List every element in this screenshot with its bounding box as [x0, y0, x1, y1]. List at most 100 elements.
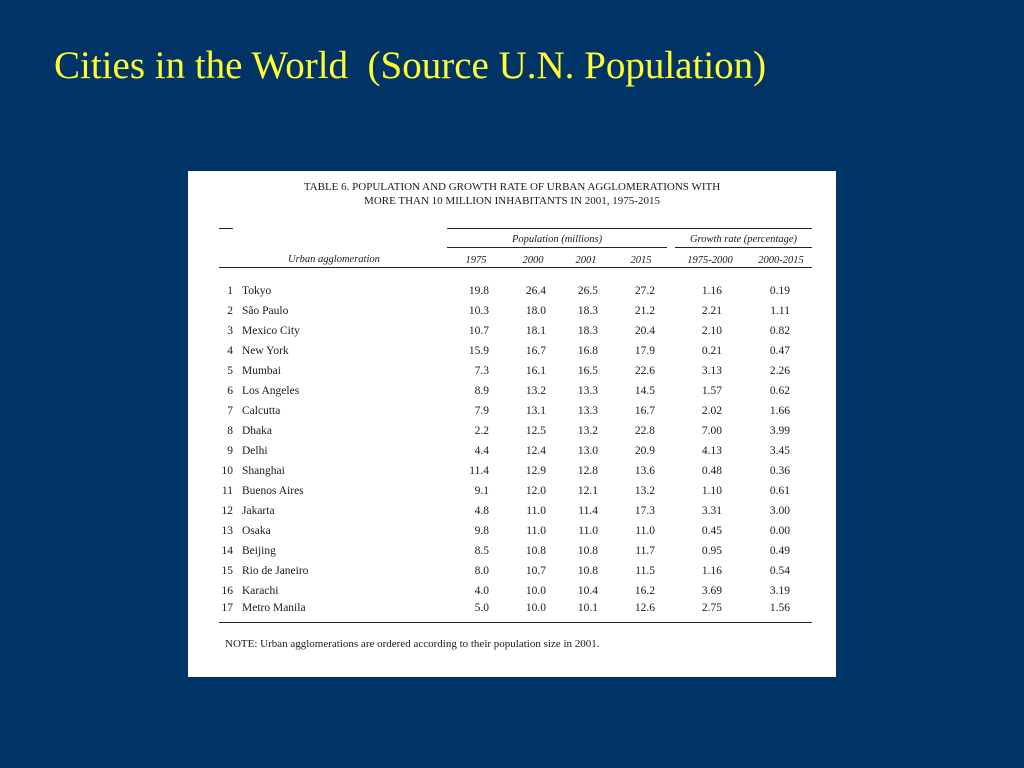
- growth-1975-2000-cell: 2.10: [701, 325, 722, 337]
- growth-2000-2015-cell: 1.56: [769, 602, 790, 614]
- growth-1975-2000-cell: 1.16: [701, 285, 722, 297]
- bottom-rule: [219, 622, 812, 623]
- growth-2000-2015-cell: 2.26: [769, 365, 790, 377]
- pop-1975-cell: 10.7: [468, 325, 489, 337]
- rank-cell: 7: [227, 405, 233, 417]
- city-cell: Mexico City: [242, 325, 300, 337]
- caption-line-1: TABLE 6. POPULATION AND GROWTH RATE OF U…: [303, 181, 721, 193]
- rank-cell: 4: [227, 345, 233, 357]
- city-cell: Osaka: [242, 525, 271, 537]
- pop-2001-cell: 16.8: [577, 345, 598, 357]
- pop-2000-cell: 13.1: [525, 405, 546, 417]
- growth-2000-2015-cell: 0.49: [769, 545, 790, 557]
- pop-1975-cell: 4.4: [474, 445, 489, 457]
- pop-1975-cell: 4.0: [474, 585, 489, 597]
- col-header-1975: 1975: [465, 255, 487, 266]
- rank-cell: 2: [227, 305, 233, 317]
- rank-cell: 17: [221, 602, 234, 614]
- growth-1975-2000-cell: 1.10: [701, 485, 722, 497]
- pop-2015-cell: 21.2: [634, 305, 655, 317]
- rank-cell: 15: [221, 565, 234, 577]
- rank-cell: 3: [227, 325, 233, 337]
- city-cell: Tokyo: [242, 285, 272, 297]
- growth-2000-2015-cell: 0.36: [769, 465, 790, 477]
- pop-1975-cell: 7.3: [474, 365, 489, 377]
- pop-2015-cell: 12.6: [634, 602, 655, 614]
- col-header-growth-1975-2000: 1975-2000: [687, 255, 733, 266]
- pop-2015-cell: 22.6: [634, 365, 655, 377]
- city-cell: Delhi: [242, 445, 268, 457]
- pop-2015-cell: 16.2: [634, 585, 655, 597]
- pop-2015-cell: 13.2: [634, 485, 655, 497]
- rank-cell: 16: [221, 585, 234, 597]
- pop-2001-cell: 11.4: [578, 505, 598, 517]
- city-cell: Metro Manila: [242, 602, 306, 614]
- header-rule: [219, 267, 812, 268]
- growth-2000-2015-cell: 3.99: [769, 425, 790, 437]
- growth-1975-2000-cell: 2.02: [701, 405, 722, 417]
- pop-2001-cell: 10.8: [577, 565, 598, 577]
- growth-1975-2000-cell: 3.31: [701, 505, 722, 517]
- pop-2000-cell: 11.0: [526, 525, 546, 537]
- pop-2015-cell: 27.2: [634, 285, 655, 297]
- pop-1975-cell: 8.0: [474, 565, 489, 577]
- pop-1975-cell: 19.8: [468, 285, 489, 297]
- rank-cell: 13: [221, 525, 234, 537]
- top-left-dash: [219, 228, 233, 229]
- rank-cell: 8: [227, 425, 233, 437]
- city-cell: Dhaka: [242, 425, 273, 437]
- growth-1975-2000-cell: 7.00: [701, 425, 722, 437]
- pop-2000-cell: 12.0: [525, 485, 546, 497]
- city-cell: Jakarta: [242, 505, 275, 517]
- pop-1975-cell: 9.1: [474, 485, 489, 497]
- pop-2001-cell: 10.8: [577, 545, 598, 557]
- col-header-growth-2000-2015: 2000-2015: [758, 255, 804, 266]
- city-cell: Calcutta: [242, 405, 281, 417]
- pop-2000-cell: 16.7: [525, 345, 546, 357]
- table-caption: TABLE 6. POPULATION AND GROWTH RATE OF U…: [188, 180, 836, 208]
- pop-2000-cell: 10.8: [525, 545, 546, 557]
- pop-2015-cell: 11.5: [635, 565, 655, 577]
- pop-2001-cell: 13.0: [577, 445, 598, 457]
- growth-group-rule: [675, 247, 812, 248]
- pop-1975-cell: 8.5: [474, 545, 489, 557]
- pop-2015-cell: 17.3: [634, 505, 655, 517]
- growth-1975-2000-cell: 4.13: [701, 445, 722, 457]
- growth-group-header: Growth rate (percentage): [689, 234, 798, 245]
- pop-2001-cell: 13.2: [577, 425, 598, 437]
- pop-2001-cell: 12.1: [577, 485, 598, 497]
- pop-2001-cell: 10.4: [577, 585, 598, 597]
- city-cell: Beijing: [242, 545, 276, 557]
- growth-2000-2015-cell: 3.45: [769, 445, 790, 457]
- pop-2000-cell: 10.0: [525, 602, 546, 614]
- pop-1975-cell: 2.2: [474, 425, 489, 437]
- city-cell: Rio de Janeiro: [242, 565, 309, 577]
- table-note: NOTE: Urban agglomerations are ordered a…: [225, 638, 600, 650]
- rank-cell: 11: [221, 485, 233, 497]
- city-cell: Los Angeles: [242, 385, 300, 397]
- pop-2015-cell: 13.6: [634, 465, 655, 477]
- col-header-2000: 2000: [522, 255, 544, 266]
- growth-2000-2015-cell: 0.82: [769, 325, 790, 337]
- growth-1975-2000-cell: 3.13: [701, 365, 722, 377]
- rank-cell: 1: [227, 285, 233, 297]
- city-cell: New York: [242, 345, 289, 357]
- rank-cell: 12: [221, 505, 234, 517]
- top-rule: [447, 228, 812, 229]
- growth-2000-2015-cell: 0.62: [769, 385, 790, 397]
- pop-1975-cell: 4.8: [474, 505, 489, 517]
- rank-cell: 6: [227, 385, 233, 397]
- growth-1975-2000-cell: 1.16: [701, 565, 722, 577]
- pop-2015-cell: 20.4: [634, 325, 655, 337]
- pop-2015-cell: 20.9: [634, 445, 655, 457]
- rank-cell: 10: [221, 465, 234, 477]
- pop-2001-cell: 12.8: [577, 465, 598, 477]
- growth-2000-2015-cell: 0.61: [769, 485, 790, 497]
- growth-2000-2015-cell: 0.19: [769, 285, 790, 297]
- growth-2000-2015-cell: 1.66: [769, 405, 790, 417]
- pop-2015-cell: 14.5: [634, 385, 655, 397]
- population-group-header: Population (millions): [511, 234, 603, 245]
- growth-1975-2000-cell: 0.45: [701, 525, 722, 537]
- growth-1975-2000-cell: 1.57: [701, 385, 722, 397]
- pop-2000-cell: 13.2: [525, 385, 546, 397]
